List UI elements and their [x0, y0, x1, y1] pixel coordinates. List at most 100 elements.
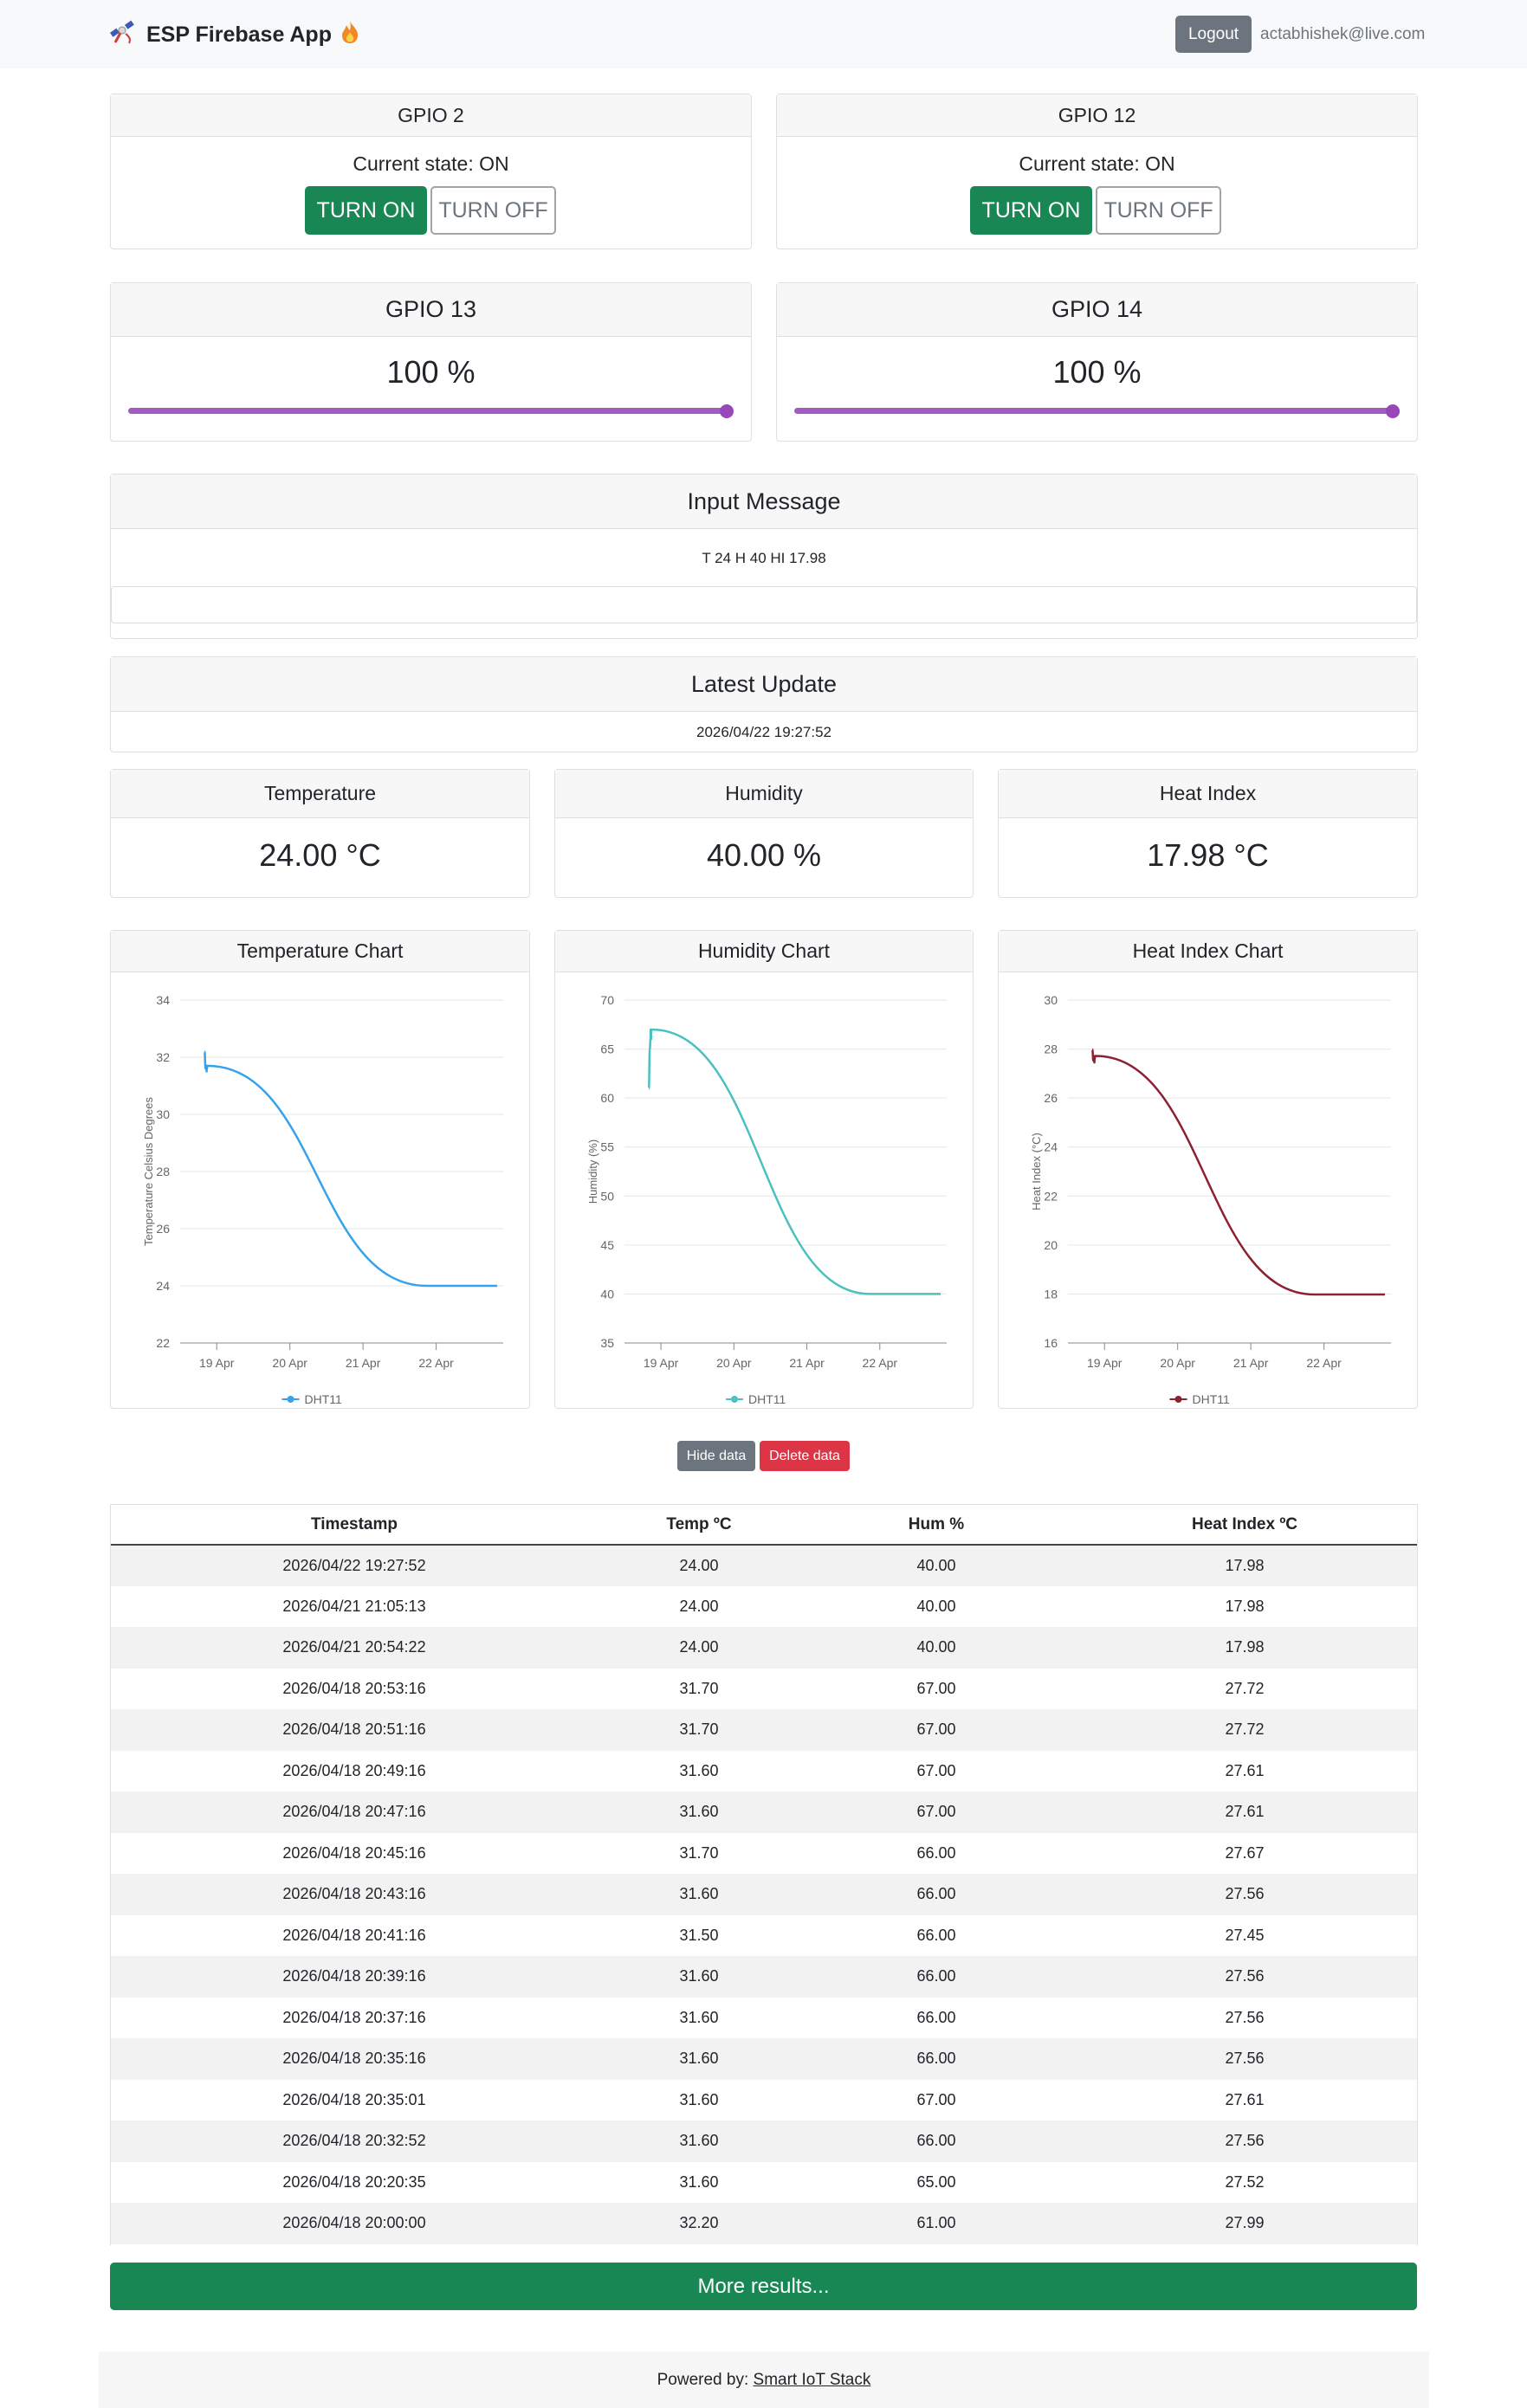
cell-heat-index: 27.45	[1225, 1926, 1265, 1944]
navbar: ESP Firebase App Logout actabhishek@live…	[0, 0, 1527, 68]
logout-button[interactable]: Logout	[1175, 16, 1252, 53]
humidity-title: Humidity	[555, 770, 973, 818]
footer-link[interactable]: Smart IoT Stack	[753, 2370, 871, 2389]
x-tick-label: 21 Apr	[346, 1356, 381, 1370]
cell-heat-index: 27.72	[1225, 1720, 1265, 1739]
y-tick-label: 65	[600, 1043, 614, 1056]
cell-timestamp: 2026/04/18 20:00:00	[282, 2214, 426, 2232]
gpio-14-slider-thumb[interactable]	[1386, 404, 1400, 418]
x-tick-label: 22 Apr	[1306, 1356, 1342, 1370]
gpio-12-title: GPIO 12	[777, 94, 1417, 137]
gpio-12-turn-off-button[interactable]: TURN OFF	[1096, 186, 1221, 235]
cell-temp: 31.60	[679, 1967, 719, 1985]
cell-temp: 31.60	[679, 2050, 719, 2068]
gpio-2-title: GPIO 2	[111, 94, 751, 137]
cell-hum: 67.00	[916, 1720, 956, 1739]
legend-marker	[731, 1396, 738, 1403]
cell-temp: 31.70	[679, 1843, 719, 1862]
humidity-chart: 35 40 45 50 55 60 65 70 19 Apr 20 Apr 21 Apr 22 Apr…	[586, 993, 947, 1406]
cell-heat-index: 27.61	[1225, 1803, 1265, 1821]
cell-heat-index: 27.56	[1225, 2132, 1265, 2150]
delete-data-button[interactable]: Delete data	[760, 1441, 850, 1471]
x-tick-label: 22 Apr	[418, 1356, 454, 1370]
cell-temp: 31.70	[679, 1679, 719, 1697]
app-brand[interactable]: ESP Firebase App	[108, 19, 359, 50]
x-tick-label: 20 Apr	[716, 1356, 752, 1370]
y-tick-label: 30	[156, 1107, 170, 1121]
y-tick-label: 16	[1044, 1336, 1058, 1350]
temperature-chart-title: Temperature Chart	[111, 931, 529, 972]
temperature-card: Temperature 24.00 °C	[110, 769, 530, 898]
col-timestamp: Timestamp	[311, 1514, 398, 1533]
y-tick-label: 40	[600, 1287, 614, 1301]
gpio-14-card: GPIO 14 100 %	[776, 282, 1418, 442]
cell-hum: 66.00	[916, 1843, 956, 1862]
cell-temp: 31.60	[679, 2132, 719, 2150]
input-message-text: T 24 H 40 HI 17.98	[702, 550, 826, 566]
x-tick-label: 20 Apr	[272, 1356, 307, 1370]
table-row: 2026/04/18 20:35:16 31.60 66.00 27.56	[111, 2038, 1417, 2080]
cell-heat-index: 27.56	[1225, 1967, 1265, 1985]
cell-heat-index: 27.99	[1225, 2214, 1265, 2232]
table-row: 2026/04/18 20:39:16 31.60 66.00 27.56	[111, 1956, 1417, 1998]
satellite-icon	[108, 19, 138, 51]
y-axis-label: Temperature Celsius Degrees	[142, 1097, 155, 1246]
gpio-14-slider-track[interactable]	[794, 408, 1399, 414]
gpio-13-slider-track[interactable]	[128, 408, 733, 414]
cell-hum: 61.00	[916, 2214, 956, 2232]
cell-timestamp: 2026/04/18 20:37:16	[282, 2008, 426, 2026]
x-tick-label: 19 Apr	[1087, 1356, 1123, 1370]
cell-timestamp: 2026/04/18 20:45:16	[282, 1843, 426, 1862]
cell-hum: 66.00	[916, 1967, 956, 1985]
table-row: 2026/04/21 21:05:13 24.00 40.00 17.98	[111, 1586, 1417, 1628]
readings-table-container: Timestamp Temp ºC Hum % Heat Index ºC 20…	[110, 1504, 1418, 2245]
cell-hum: 66.00	[916, 2050, 956, 2068]
gpio-14-title: GPIO 14	[777, 283, 1417, 337]
gpio-2-turn-off-button[interactable]: TURN OFF	[430, 186, 556, 235]
hide-data-button[interactable]: Hide data	[677, 1441, 755, 1471]
cell-timestamp: 2026/04/18 20:53:16	[282, 1679, 426, 1697]
message-input[interactable]	[111, 586, 1417, 623]
col-hum: Hum %	[908, 1514, 965, 1533]
readings-table: Timestamp Temp ºC Hum % Heat Index ºC 20…	[111, 1505, 1417, 2244]
input-message-title: Input Message	[111, 474, 1417, 529]
y-tick-label: 30	[1044, 993, 1058, 1007]
gpio-13-value: 100 %	[386, 354, 476, 390]
gpio-12-turn-on-button[interactable]: TURN ON	[970, 186, 1092, 235]
y-tick-label: 50	[600, 1189, 614, 1203]
gpio-13-card: GPIO 13 100 %	[110, 282, 752, 442]
latest-update-card: Latest Update 2026/04/22 19:27:52	[110, 656, 1418, 752]
cell-temp: 31.60	[679, 2090, 719, 2108]
x-tick-label: 22 Apr	[863, 1356, 898, 1370]
legend-label[interactable]: DHT11	[1193, 1392, 1231, 1406]
input-message-card: Input Message T 24 H 40 HI 17.98	[110, 474, 1418, 639]
y-tick-label: 34	[156, 993, 170, 1007]
y-axis-label: Humidity (%)	[586, 1139, 599, 1204]
footer-prefix: Powered by:	[657, 2370, 754, 2389]
y-tick-label: 26	[156, 1222, 170, 1236]
cell-temp: 24.00	[679, 1556, 719, 1574]
humidity-card: Humidity 40.00 %	[554, 769, 974, 898]
y-tick-label: 26	[1044, 1091, 1058, 1105]
more-results-button[interactable]: More results...	[110, 2263, 1417, 2310]
x-tick-label: 19 Apr	[199, 1356, 235, 1370]
cell-hum: 40.00	[916, 1597, 956, 1615]
legend-label[interactable]: DHT11	[748, 1392, 786, 1406]
cell-temp: 32.20	[679, 2214, 719, 2232]
y-tick-label: 28	[156, 1165, 170, 1178]
y-tick-label: 32	[156, 1050, 170, 1064]
cell-hum: 67.00	[916, 1803, 956, 1821]
humidity-value: 40.00 %	[706, 837, 822, 873]
table-row: 2026/04/18 20:41:16 31.50 66.00 27.45	[111, 1915, 1417, 1957]
y-tick-label: 70	[600, 993, 614, 1007]
cell-heat-index: 27.56	[1225, 2008, 1265, 2026]
cell-temp: 31.70	[679, 1720, 719, 1739]
cell-hum: 66.00	[916, 1885, 956, 1903]
legend-label[interactable]: DHT11	[305, 1392, 343, 1406]
gpio-2-turn-on-button[interactable]: TURN ON	[305, 186, 427, 235]
fire-icon	[340, 20, 359, 50]
gpio-14-value: 100 %	[1052, 354, 1142, 390]
humidity-chart-title: Humidity Chart	[555, 931, 973, 972]
gpio-13-slider-thumb[interactable]	[720, 404, 734, 418]
heat-index-value: 17.98 °C	[1147, 837, 1269, 873]
